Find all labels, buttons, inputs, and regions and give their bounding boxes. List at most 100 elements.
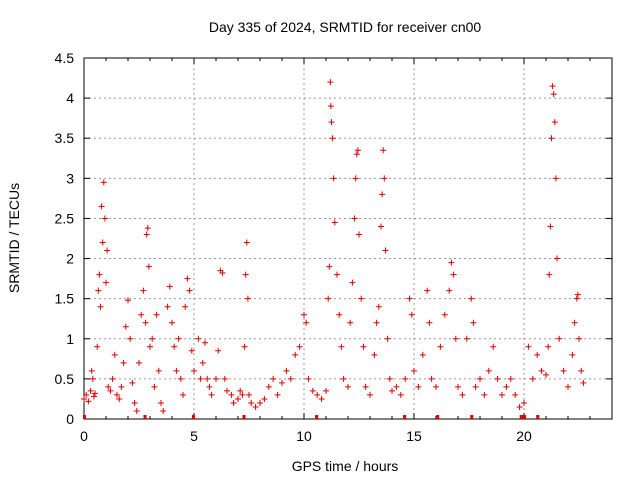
data-point	[98, 203, 105, 210]
data-point	[569, 351, 576, 358]
data-point	[96, 271, 103, 278]
zero-marker	[83, 415, 86, 419]
data-point	[331, 219, 338, 226]
zero-marker	[536, 415, 540, 419]
data-point	[499, 391, 505, 398]
data-point	[87, 387, 94, 394]
y-tick-label: 0	[66, 411, 74, 427]
data-point	[419, 351, 426, 358]
data-point	[334, 271, 340, 278]
data-point	[507, 375, 514, 382]
data-point	[177, 375, 184, 382]
data-point	[426, 319, 433, 326]
data-point	[111, 351, 118, 358]
data-point	[340, 375, 347, 382]
data-point	[503, 383, 510, 390]
data-point	[551, 119, 558, 126]
data-point	[164, 303, 171, 310]
data-point	[204, 375, 211, 382]
data-point	[371, 351, 378, 358]
data-point	[452, 335, 459, 342]
zero-marker	[470, 415, 474, 419]
data-point	[125, 297, 131, 304]
data-point	[428, 375, 435, 382]
y-tick-label: 3	[66, 170, 74, 186]
y-axis-label: SRMTID / TECUs	[6, 183, 22, 293]
data-point	[265, 383, 272, 390]
data-point	[362, 383, 369, 390]
data-point	[450, 271, 457, 278]
data-point	[380, 147, 387, 154]
data-point	[105, 383, 112, 390]
data-points	[81, 79, 587, 419]
data-point	[279, 379, 285, 386]
data-point	[415, 383, 422, 390]
data-point	[215, 347, 222, 354]
data-point	[360, 343, 367, 350]
data-point	[155, 367, 162, 374]
data-point	[547, 223, 554, 230]
data-point	[330, 175, 337, 182]
y-tick-label: 1.5	[55, 291, 75, 307]
data-point	[367, 391, 373, 398]
x-tick-label: 10	[296, 428, 312, 444]
data-point	[243, 239, 250, 246]
y-tick-label: 3.5	[55, 130, 75, 146]
data-point	[202, 339, 208, 346]
data-point	[468, 295, 475, 302]
data-point	[147, 343, 153, 350]
y-tick-label: 0.5	[55, 371, 75, 387]
data-point	[131, 399, 138, 406]
data-point	[529, 375, 536, 382]
data-point	[550, 91, 557, 98]
data-point	[103, 279, 109, 286]
data-point	[197, 375, 204, 382]
data-point	[379, 191, 386, 198]
data-point	[578, 367, 585, 374]
zero-marker	[242, 415, 246, 419]
data-point	[100, 179, 107, 186]
data-point	[246, 391, 252, 398]
data-point	[237, 387, 244, 394]
data-point	[353, 151, 360, 158]
data-point	[195, 335, 202, 342]
data-point	[109, 375, 116, 382]
data-point	[485, 367, 492, 374]
x-tick-label: 5	[190, 428, 198, 444]
data-point	[171, 343, 178, 350]
data-point	[424, 287, 431, 294]
data-point	[239, 391, 246, 398]
data-point	[184, 275, 191, 282]
data-point	[327, 103, 334, 110]
data-point	[389, 387, 395, 394]
data-point	[472, 383, 479, 390]
y-tick-label: 2	[66, 251, 74, 267]
data-point	[354, 147, 361, 154]
zero-marker	[436, 415, 440, 419]
data-point	[213, 375, 219, 382]
data-point	[441, 311, 448, 318]
data-point	[549, 83, 556, 90]
data-point	[393, 383, 400, 390]
data-point	[411, 367, 417, 374]
data-point	[143, 231, 150, 238]
data-point	[129, 379, 136, 386]
data-point	[252, 403, 259, 410]
data-point	[314, 391, 321, 398]
data-point	[494, 375, 501, 382]
data-point	[133, 407, 140, 414]
data-point	[325, 295, 332, 302]
x-tick-label: 15	[406, 428, 422, 444]
data-point	[463, 335, 470, 342]
data-point	[326, 263, 333, 270]
data-point	[145, 263, 152, 270]
data-point	[142, 319, 149, 326]
zero-marker	[191, 415, 195, 419]
x-tick-label: 0	[80, 428, 88, 444]
data-point	[329, 135, 336, 142]
data-point	[490, 343, 497, 350]
data-point	[257, 399, 263, 406]
data-point	[525, 343, 532, 350]
data-point	[244, 295, 251, 302]
